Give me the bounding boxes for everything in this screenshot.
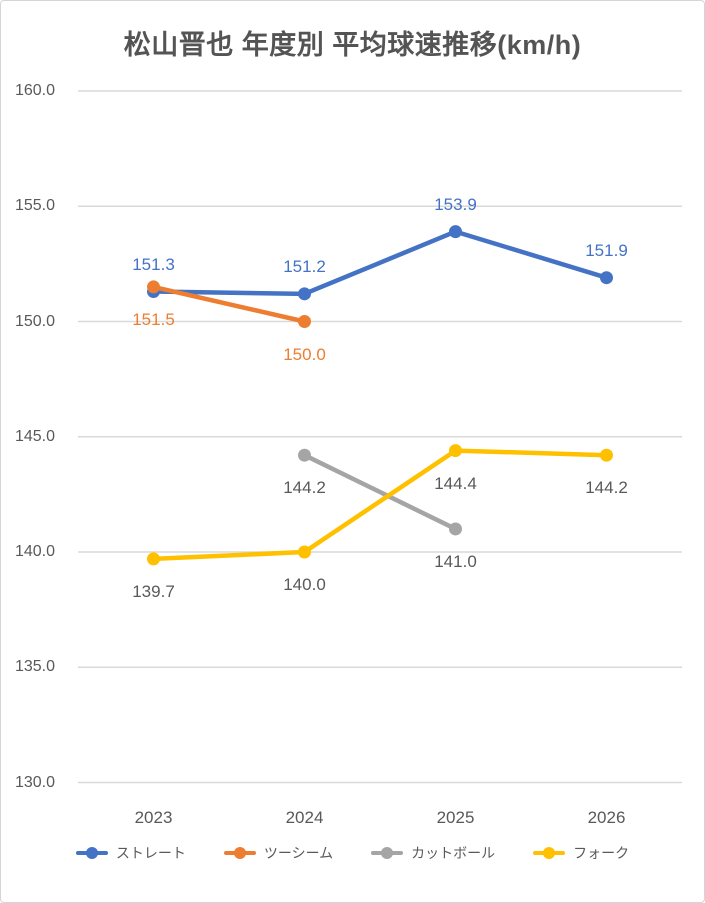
legend-marker-icon — [223, 846, 256, 860]
legend: ストレート ツーシーム カットボール フォーク — [1, 839, 704, 867]
legend-dot — [85, 847, 98, 859]
data-label: 151.3 — [132, 254, 175, 274]
legend-label: カットボール — [411, 845, 496, 861]
data-point — [298, 315, 311, 328]
data-label: 144.2 — [585, 478, 628, 498]
data-point — [600, 448, 613, 462]
legend-item-0: ストレート — [75, 843, 186, 863]
legend-item-1: ツーシーム — [223, 843, 334, 863]
y-tick-label: 130.0 — [14, 773, 55, 791]
data-label: 151.2 — [283, 256, 326, 276]
y-tick-label: 145.0 — [14, 427, 55, 445]
data-label: 141.0 — [434, 551, 477, 571]
data-label: 140.0 — [283, 575, 326, 594]
y-tick-label: 155.0 — [14, 197, 55, 215]
data-label: 153.9 — [434, 194, 477, 214]
data-point — [449, 522, 462, 536]
y-tick-label: 160.0 — [14, 82, 55, 99]
x-tick-label: 2023 — [134, 808, 173, 827]
legend-marker-icon — [371, 846, 404, 860]
data-label: 139.7 — [132, 581, 175, 601]
data-point — [298, 545, 311, 559]
legend-item-3: フォーク — [533, 843, 629, 863]
data-point — [600, 271, 613, 285]
data-point — [449, 225, 462, 239]
series-line-3 — [151, 448, 609, 562]
legend-label: ストレート — [115, 845, 186, 861]
legend-dot — [381, 847, 394, 859]
data-label: 151.5 — [132, 309, 175, 329]
x-tick-label: 2024 — [285, 808, 324, 827]
legend-label: フォーク — [573, 845, 630, 861]
data-label: 144.4 — [434, 473, 477, 493]
x-tick-label: 2026 — [587, 808, 626, 827]
legend-dot — [543, 847, 556, 859]
legend-item-2: カットボール — [371, 843, 495, 863]
y-tick-label: 135.0 — [14, 658, 55, 676]
data-label: 150.0 — [283, 344, 326, 364]
series-line-2 — [302, 452, 458, 532]
data-point — [298, 287, 311, 301]
x-tick-label: 2025 — [436, 808, 475, 827]
series-line-0 — [151, 229, 609, 297]
chart-title: 松山晋也 年度別 平均球速推移(km/h) — [123, 30, 582, 60]
data-label: 144.2 — [283, 478, 326, 498]
data-point — [147, 552, 160, 566]
data-point — [147, 280, 160, 294]
data-point — [449, 444, 462, 458]
legend-marker-icon — [533, 846, 566, 860]
legend-dot — [233, 847, 246, 859]
data-label: 151.9 — [585, 240, 628, 260]
y-tick-label: 140.0 — [14, 543, 55, 560]
legend-label: ツーシーム — [263, 845, 334, 861]
series-line-1 — [151, 284, 307, 324]
y-tick-label: 150.0 — [14, 312, 55, 330]
legend-marker-icon — [75, 846, 108, 860]
data-point — [298, 448, 311, 462]
